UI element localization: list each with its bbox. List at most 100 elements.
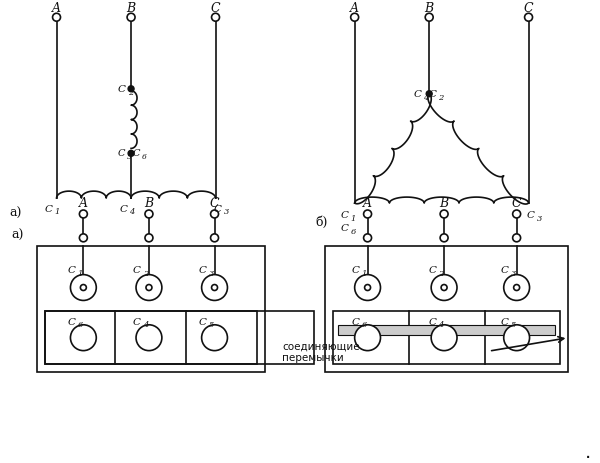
Text: C: C [428,90,436,99]
Text: C: C [428,266,436,275]
Text: C: C [133,317,141,326]
Circle shape [440,234,448,242]
Text: 1: 1 [77,269,83,277]
Circle shape [425,14,433,22]
Text: 4: 4 [423,94,428,101]
Text: а): а) [10,206,22,219]
Text: C: C [352,317,359,326]
Circle shape [431,275,457,301]
Circle shape [504,325,530,351]
Text: C: C [199,266,206,275]
Text: соединяющие: соединяющие [282,340,360,350]
Text: 3: 3 [223,207,229,215]
Text: .: . [585,442,592,461]
Text: C: C [341,224,349,233]
Text: A: A [52,2,61,15]
Text: C: C [44,204,53,213]
Text: C: C [527,211,535,220]
Bar [338,325,556,335]
Text: C: C [341,211,349,220]
Text: 6: 6 [142,153,147,161]
Text: 1: 1 [362,269,367,277]
Circle shape [212,285,218,291]
Circle shape [431,325,457,351]
Text: C: C [352,266,359,275]
Text: C: C [117,85,125,94]
Text: 5: 5 [209,320,214,329]
Circle shape [512,234,521,242]
Text: C: C [118,149,125,157]
Text: C: C [524,2,533,15]
Text: 2: 2 [143,269,148,277]
Circle shape [364,234,371,242]
Circle shape [127,14,135,22]
Circle shape [365,285,371,291]
Circle shape [440,211,448,219]
Circle shape [202,325,227,351]
Circle shape [512,211,521,219]
Circle shape [136,325,162,351]
Text: 5: 5 [127,153,132,161]
Text: B: B [145,196,154,209]
Circle shape [355,325,380,351]
Circle shape [80,285,86,291]
Text: 3: 3 [209,269,214,277]
Bar [44,312,257,364]
Text: 2: 2 [438,269,443,277]
Text: 4: 4 [129,207,134,215]
Circle shape [211,234,218,242]
Circle shape [426,92,432,98]
Text: C: C [512,196,521,209]
Circle shape [70,325,96,351]
Text: B: B [440,196,449,209]
Circle shape [53,14,61,22]
Text: 1: 1 [55,207,60,215]
Text: 3: 3 [536,214,542,222]
Text: 6: 6 [350,227,356,235]
Circle shape [70,275,96,301]
Circle shape [364,211,371,219]
Circle shape [355,275,380,301]
Circle shape [136,275,162,301]
Bar [333,312,560,364]
Text: 5: 5 [511,320,516,329]
Text: C: C [214,204,221,213]
Text: C: C [119,204,127,213]
Text: C: C [132,149,140,157]
Text: A: A [350,2,359,15]
Text: C: C [428,317,436,326]
Text: A: A [363,196,372,209]
Text: 1: 1 [350,214,356,222]
Text: B: B [425,2,434,15]
Circle shape [79,234,88,242]
Circle shape [128,87,134,93]
Circle shape [145,211,153,219]
Text: б): б) [315,215,327,228]
Circle shape [212,14,220,22]
Text: 3: 3 [511,269,516,277]
Bar [37,246,265,372]
Text: 4: 4 [143,320,148,329]
Text: 6: 6 [362,320,367,329]
Text: B: B [127,2,136,15]
Text: C: C [413,90,421,99]
Circle shape [441,285,447,291]
Circle shape [350,14,359,22]
Circle shape [146,285,152,291]
Text: C: C [211,2,220,15]
Text: C: C [67,266,76,275]
Text: C: C [210,196,220,209]
Circle shape [514,285,520,291]
Bar [325,246,568,372]
Text: C: C [133,266,141,275]
Circle shape [211,211,218,219]
Text: C: C [501,266,509,275]
Text: перемычки: перемычки [282,352,344,363]
Text: 2: 2 [128,88,133,97]
Text: 6: 6 [77,320,83,329]
Circle shape [128,151,134,157]
Text: A: A [79,196,88,209]
Text: C: C [501,317,509,326]
Circle shape [524,14,533,22]
Text: а): а) [12,228,24,241]
